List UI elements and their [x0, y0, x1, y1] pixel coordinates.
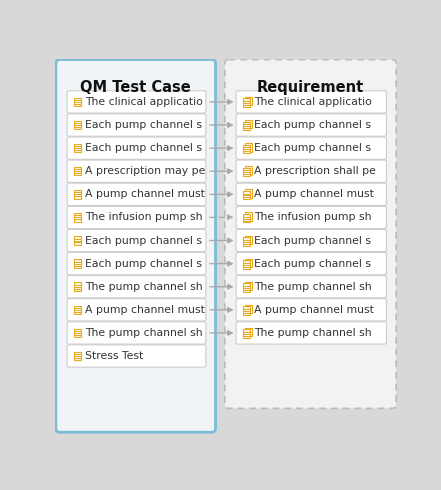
FancyBboxPatch shape	[67, 252, 206, 275]
FancyBboxPatch shape	[236, 137, 386, 159]
FancyBboxPatch shape	[67, 91, 206, 113]
FancyBboxPatch shape	[236, 206, 386, 229]
FancyBboxPatch shape	[245, 189, 251, 198]
FancyBboxPatch shape	[236, 183, 386, 205]
FancyBboxPatch shape	[245, 213, 251, 221]
FancyBboxPatch shape	[236, 160, 386, 182]
FancyBboxPatch shape	[243, 145, 250, 153]
FancyBboxPatch shape	[243, 122, 250, 130]
Text: Each pump channel s: Each pump channel s	[254, 236, 371, 245]
Text: The pump channel sh: The pump channel sh	[254, 328, 372, 338]
Text: A pump channel must: A pump channel must	[254, 305, 374, 315]
FancyBboxPatch shape	[74, 306, 81, 314]
FancyBboxPatch shape	[225, 60, 396, 408]
FancyBboxPatch shape	[74, 121, 81, 129]
FancyBboxPatch shape	[243, 283, 250, 292]
FancyBboxPatch shape	[67, 114, 206, 136]
FancyBboxPatch shape	[67, 275, 206, 298]
FancyBboxPatch shape	[67, 345, 206, 367]
FancyBboxPatch shape	[67, 322, 206, 344]
FancyBboxPatch shape	[74, 352, 81, 360]
FancyBboxPatch shape	[245, 305, 251, 313]
Text: A pump channel must: A pump channel must	[254, 189, 374, 199]
FancyBboxPatch shape	[74, 213, 81, 221]
FancyBboxPatch shape	[243, 98, 250, 107]
Text: The pump channel sh: The pump channel sh	[86, 282, 203, 292]
FancyBboxPatch shape	[67, 206, 206, 229]
FancyBboxPatch shape	[243, 306, 250, 315]
Text: The pump channel sh: The pump channel sh	[86, 328, 203, 338]
Text: Each pump channel s: Each pump channel s	[86, 259, 202, 269]
FancyBboxPatch shape	[245, 120, 251, 128]
Text: QM Test Case: QM Test Case	[80, 80, 191, 96]
FancyBboxPatch shape	[245, 97, 251, 105]
FancyBboxPatch shape	[74, 190, 81, 198]
Text: The clinical applicatio: The clinical applicatio	[254, 97, 372, 107]
Text: The infusion pump sh: The infusion pump sh	[86, 213, 203, 222]
Text: The clinical applicatio: The clinical applicatio	[86, 97, 203, 107]
FancyBboxPatch shape	[245, 143, 251, 151]
FancyBboxPatch shape	[236, 229, 386, 252]
FancyBboxPatch shape	[236, 252, 386, 275]
FancyBboxPatch shape	[74, 282, 81, 291]
Text: Each pump channel s: Each pump channel s	[86, 236, 202, 245]
Text: Stress Test: Stress Test	[86, 351, 144, 361]
FancyBboxPatch shape	[245, 166, 251, 175]
FancyBboxPatch shape	[236, 299, 386, 321]
FancyBboxPatch shape	[56, 60, 216, 432]
FancyBboxPatch shape	[243, 168, 250, 176]
FancyBboxPatch shape	[74, 98, 81, 106]
Text: The pump channel sh: The pump channel sh	[254, 282, 372, 292]
Text: The infusion pump sh: The infusion pump sh	[254, 213, 372, 222]
Text: Each pump channel s: Each pump channel s	[86, 120, 202, 130]
Text: A pump channel must: A pump channel must	[86, 305, 205, 315]
FancyBboxPatch shape	[74, 167, 81, 175]
FancyBboxPatch shape	[245, 282, 251, 290]
FancyBboxPatch shape	[243, 329, 250, 338]
FancyBboxPatch shape	[74, 144, 81, 152]
FancyBboxPatch shape	[236, 275, 386, 298]
FancyBboxPatch shape	[236, 322, 386, 344]
FancyBboxPatch shape	[74, 236, 81, 245]
FancyBboxPatch shape	[243, 191, 250, 199]
Text: A pump channel must: A pump channel must	[86, 189, 205, 199]
FancyBboxPatch shape	[245, 259, 251, 267]
Text: Each pump channel s: Each pump channel s	[86, 143, 202, 153]
FancyBboxPatch shape	[74, 329, 81, 337]
FancyBboxPatch shape	[74, 259, 81, 268]
FancyBboxPatch shape	[67, 160, 206, 182]
FancyBboxPatch shape	[67, 183, 206, 205]
Text: Each pump channel s: Each pump channel s	[254, 259, 371, 269]
FancyBboxPatch shape	[67, 299, 206, 321]
FancyBboxPatch shape	[236, 91, 386, 113]
FancyBboxPatch shape	[245, 328, 251, 337]
Text: Requirement: Requirement	[257, 80, 364, 96]
Text: Each pump channel s: Each pump channel s	[254, 143, 371, 153]
FancyBboxPatch shape	[243, 260, 250, 269]
FancyBboxPatch shape	[243, 214, 250, 222]
FancyBboxPatch shape	[67, 137, 206, 159]
FancyBboxPatch shape	[243, 237, 250, 245]
FancyBboxPatch shape	[236, 114, 386, 136]
Text: A prescription shall pe: A prescription shall pe	[254, 166, 376, 176]
Text: A prescription may pe: A prescription may pe	[86, 166, 206, 176]
FancyBboxPatch shape	[67, 229, 206, 252]
Text: Each pump channel s: Each pump channel s	[254, 120, 371, 130]
FancyBboxPatch shape	[245, 236, 251, 244]
